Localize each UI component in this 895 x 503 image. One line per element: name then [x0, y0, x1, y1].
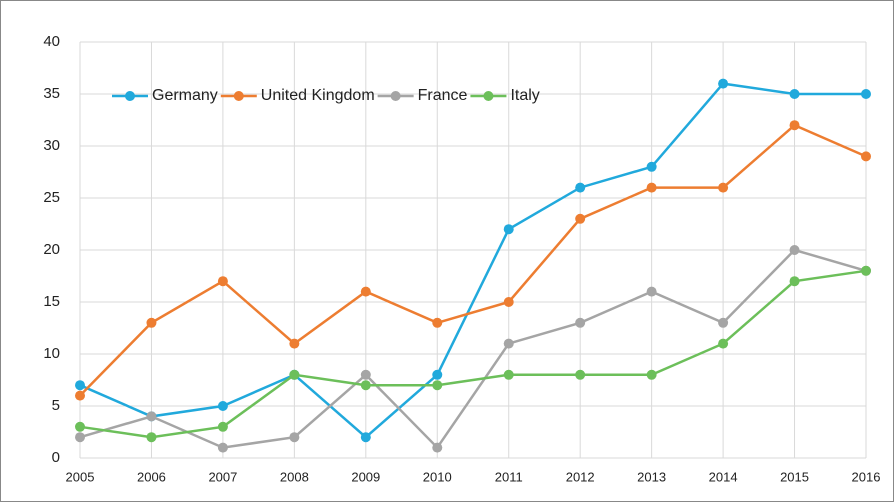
- y-tick-label: 25: [43, 189, 60, 206]
- y-tick-label: 30: [43, 137, 60, 154]
- x-tick-label: 2005: [66, 469, 95, 484]
- data-point: [360, 369, 371, 380]
- series-line: [79, 82, 866, 439]
- legend-marker: [390, 91, 401, 101]
- x-tick-label: 2010: [423, 469, 452, 484]
- y-tick-label: 5: [52, 397, 60, 414]
- data-point: [575, 213, 586, 224]
- data-point: [789, 245, 800, 255]
- legend-marker: [483, 91, 494, 101]
- data-point: [360, 286, 371, 297]
- data-point: [75, 380, 85, 391]
- data-point: [789, 89, 800, 99]
- x-tick-label: 2012: [566, 469, 595, 484]
- legend-label: France: [418, 87, 468, 104]
- data-point: [718, 78, 729, 89]
- y-tick-label: 35: [43, 85, 60, 102]
- data-point: [718, 317, 729, 328]
- y-tick-label: 40: [43, 33, 60, 50]
- data-point: [718, 182, 729, 193]
- data-point: [646, 182, 657, 193]
- y-tick-label: 15: [43, 293, 60, 310]
- data-point: [146, 432, 157, 443]
- legend-marker: [233, 91, 244, 101]
- data-point: [503, 297, 514, 307]
- x-tick-label: 2006: [137, 469, 166, 484]
- data-point: [503, 224, 514, 235]
- data-point: [432, 317, 443, 328]
- x-tick-label: 2011: [495, 469, 523, 484]
- data-point: [861, 265, 871, 276]
- data-point: [217, 401, 228, 411]
- y-tick-label: 0: [52, 449, 60, 466]
- data-point: [289, 432, 300, 443]
- series-line: [79, 269, 867, 439]
- legend-label: United Kingdom: [261, 87, 375, 104]
- legend-label: Germany: [152, 87, 218, 104]
- data-point: [432, 369, 443, 380]
- y-tick-label: 10: [43, 345, 60, 362]
- x-tick-label: 2007: [208, 469, 237, 484]
- data-point: [432, 442, 443, 453]
- data-point: [861, 151, 871, 162]
- data-point: [861, 89, 871, 99]
- data-point: [646, 286, 657, 297]
- series-line: [79, 248, 867, 450]
- data-point: [217, 421, 228, 432]
- data-point: [146, 411, 157, 422]
- x-tick-label: 2008: [280, 469, 309, 484]
- x-tick-label: 2015: [780, 469, 809, 484]
- x-tick-label: 2013: [637, 469, 666, 484]
- data-point: [75, 390, 85, 401]
- legend-marker: [125, 91, 135, 101]
- data-point: [789, 120, 800, 131]
- data-point: [432, 380, 443, 391]
- data-point: [503, 369, 514, 380]
- data-point: [503, 338, 514, 349]
- data-point: [575, 369, 586, 380]
- data-point: [718, 338, 729, 349]
- data-point: [289, 369, 300, 380]
- data-point: [789, 276, 800, 287]
- data-point: [75, 432, 85, 443]
- data-point: [75, 421, 85, 432]
- x-tick-label: 2014: [709, 469, 738, 484]
- data-point: [289, 338, 300, 349]
- data-point: [217, 276, 228, 287]
- data-point: [217, 442, 228, 453]
- data-point: [575, 182, 586, 193]
- series-line: [79, 123, 867, 397]
- data-point: [575, 317, 586, 328]
- data-point: [360, 432, 371, 443]
- data-point: [146, 317, 157, 328]
- data-point: [646, 161, 657, 172]
- x-tick-label: 2016: [852, 469, 881, 484]
- x-tick-label: 2009: [351, 469, 380, 484]
- data-point: [360, 380, 371, 391]
- y-tick-label: 20: [43, 241, 60, 258]
- data-point: [646, 369, 657, 380]
- legend-label: Italy: [510, 87, 539, 104]
